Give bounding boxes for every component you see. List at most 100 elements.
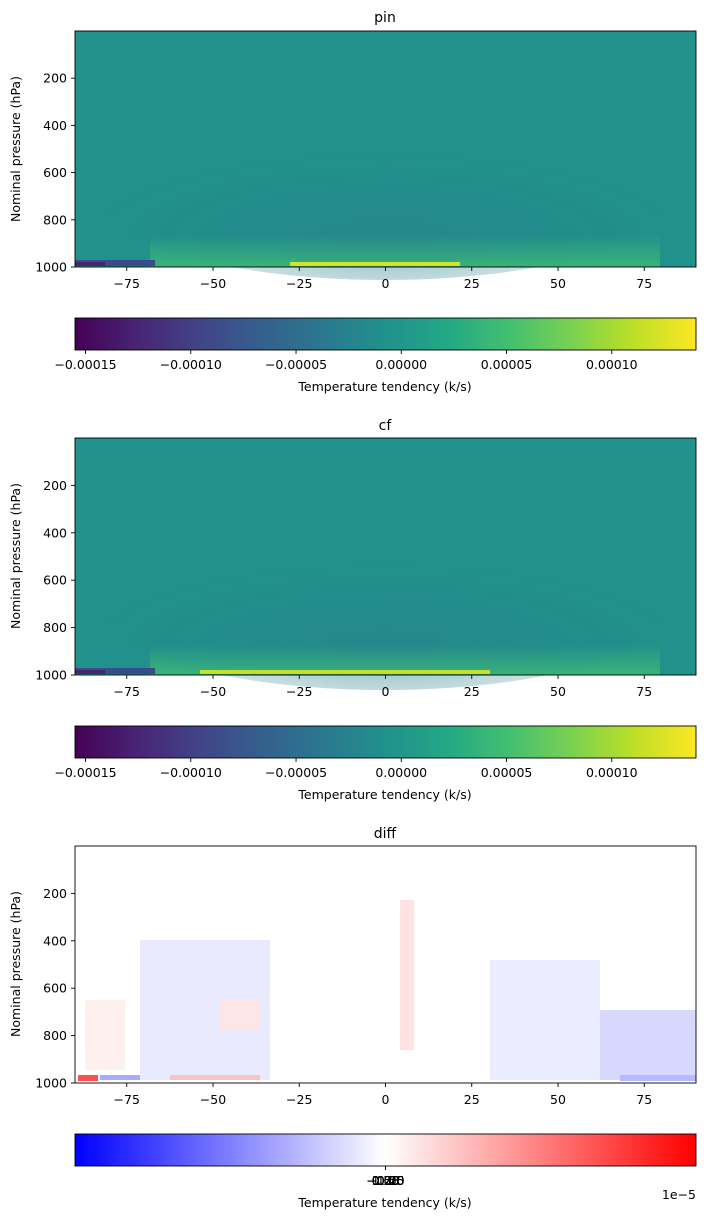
y-axis-label: Nominal pressure (hPa) xyxy=(8,891,23,1037)
heatmap-field xyxy=(75,438,696,690)
chart-title: cf xyxy=(379,418,393,434)
colorbar-label: Temperature tendency (k/s) xyxy=(297,379,471,394)
y-tick-label: 1000 xyxy=(35,668,67,683)
y-axis-label: Nominal pressure (hPa) xyxy=(8,483,23,629)
colorbar-tick-label: −0.75 xyxy=(366,1173,404,1188)
y-tick-label: 400 xyxy=(43,525,67,540)
y-axis: 200 400 600 800 1000 xyxy=(35,478,75,683)
colorbar-axis: −0.00015 −0.00010 −0.00005 0.00000 0.00005 0.… xyxy=(54,350,638,372)
x-tick-label: −25 xyxy=(286,1092,312,1107)
x-tick-label: 0 xyxy=(382,276,390,291)
y-tick-label: 400 xyxy=(43,933,67,948)
x-tick-label: 25 xyxy=(464,276,480,291)
y-axis: 200 400 600 800 1000 xyxy=(35,71,75,275)
y-tick-label: 600 xyxy=(43,165,67,180)
heatmap-surface-min xyxy=(75,260,155,266)
heatmap-surface-band xyxy=(150,235,660,267)
colorbar-tick-label: 0.75 xyxy=(372,1173,400,1188)
colorbar-tick-label: 1.00 xyxy=(372,1173,400,1188)
colorbar-tick-label: −0.00015 xyxy=(54,357,116,372)
heatmap-surface-max xyxy=(290,262,460,266)
colorbar xyxy=(74,1133,697,1167)
colorbar-tick-label: −0.00005 xyxy=(265,765,327,780)
x-tick-label: 0 xyxy=(382,684,390,699)
y-tick-label: 1000 xyxy=(35,260,67,275)
chart-title: diff xyxy=(374,826,397,842)
x-tick-label: −75 xyxy=(114,276,140,291)
colorbar-tick-label: −0.50 xyxy=(366,1173,404,1188)
colorbar-offset-text: 1e−5 xyxy=(662,1187,696,1202)
heatmap-field xyxy=(75,846,696,1083)
colorbar-label: Temperature tendency (k/s) xyxy=(297,1195,471,1210)
y-tick-label: 800 xyxy=(43,212,67,227)
y-tick-label: 200 xyxy=(43,478,67,493)
x-tick-label: −75 xyxy=(114,684,140,699)
colorbar-tick-label: 0.00000 xyxy=(375,357,427,372)
x-axis: −75 −50 −25 0 25 50 75 xyxy=(114,675,652,699)
y-tick-label: 200 xyxy=(43,886,67,901)
colorbar-tick-label: 0.00010 xyxy=(586,765,638,780)
y-tick-label: 1000 xyxy=(35,1076,67,1091)
x-tick-label: 50 xyxy=(550,684,566,699)
heatmap-blue-patch xyxy=(490,960,600,1080)
x-tick-label: 50 xyxy=(550,276,566,291)
heatmap-surface-min-core xyxy=(75,262,105,266)
heatmap-surface-red xyxy=(170,1075,260,1080)
x-tick-label: 75 xyxy=(636,684,652,699)
y-axis-label: Nominal pressure (hPa) xyxy=(8,76,23,222)
heatmap-surface-min-core xyxy=(75,670,105,674)
x-tick-label: 25 xyxy=(464,684,480,699)
x-tick-label: −50 xyxy=(200,276,226,291)
y-tick-label: 600 xyxy=(43,573,67,588)
x-tick-label: 0 xyxy=(382,1092,390,1107)
colorbar-tick-label: 0.00005 xyxy=(481,357,533,372)
x-tick-label: −50 xyxy=(200,684,226,699)
y-tick-label: 400 xyxy=(43,118,67,133)
colorbar-tick-label: −0.00005 xyxy=(265,357,327,372)
x-axis: −75 −50 −25 0 25 50 75 xyxy=(114,1083,652,1107)
x-tick-label: −50 xyxy=(200,1092,226,1107)
colorbar-tick-label: −0.00015 xyxy=(54,765,116,780)
x-tick-label: 25 xyxy=(464,1092,480,1107)
colorbar-tick-label: 0.00005 xyxy=(481,765,533,780)
panel-pin: pin −75 −50 −25 0 25 50 75 200 400 600 800 1000 No… xyxy=(8,10,697,394)
panel-diff: diff −75 −50 −25 0 25 50 75 200 400 600 800 1000 N… xyxy=(8,826,697,1210)
colorbar xyxy=(74,725,697,759)
colorbar-tick-label: 0.00010 xyxy=(586,357,638,372)
x-tick-label: 75 xyxy=(636,276,652,291)
colorbar-label: Temperature tendency (k/s) xyxy=(297,787,471,802)
colorbar-tick-label: −0.00010 xyxy=(160,765,222,780)
x-tick-label: −75 xyxy=(114,1092,140,1107)
x-tick-label: 50 xyxy=(550,1092,566,1107)
x-tick-label: 75 xyxy=(636,1092,652,1107)
x-axis: −75 −50 −25 0 25 50 75 xyxy=(114,267,652,291)
x-tick-label: −25 xyxy=(286,276,312,291)
heatmap-red-patch xyxy=(220,1000,260,1030)
colorbar-tick-label: −0.25 xyxy=(366,1173,404,1188)
y-tick-label: 600 xyxy=(43,981,67,996)
heatmap-red-patch xyxy=(400,900,414,1050)
colorbar-tick-label: 0.00000 xyxy=(375,765,427,780)
x-tick-label: −25 xyxy=(286,684,312,699)
heatmap-surface-max xyxy=(200,670,490,674)
colorbar-tick-label: 0.00 xyxy=(372,1173,400,1188)
heatmap-blue-patch xyxy=(600,1010,696,1080)
heatmap-field xyxy=(75,31,696,280)
heatmap-surface-red xyxy=(78,1075,98,1081)
y-tick-label: 200 xyxy=(43,71,67,86)
heatmap-surface-min xyxy=(75,668,155,674)
colorbar xyxy=(74,317,697,351)
colorbar-axis: −0.00015 −0.00010 −0.00005 0.00000 0.00005 0.… xyxy=(54,758,638,780)
heatmap-surface-blue xyxy=(620,1075,696,1081)
panel-cf: cf −75 −50 −25 0 25 50 75 200 400 600 800 1000 Nom… xyxy=(8,418,697,802)
y-axis: 200 400 600 800 1000 xyxy=(35,886,75,1091)
heatmap-red-patch xyxy=(85,1000,125,1070)
colorbar-tick-label: 0.25 xyxy=(372,1173,400,1188)
chart-title: pin xyxy=(374,10,396,26)
colorbar-tick-label: −1.00 xyxy=(366,1173,404,1188)
colorbar-axis: −1.00−0.75−0.50−0.250.000.250.500.751.00 xyxy=(366,1166,405,1188)
colorbar-tick-label: 0.50 xyxy=(372,1173,400,1188)
y-tick-label: 800 xyxy=(43,1028,67,1043)
y-tick-label: 800 xyxy=(43,620,67,635)
